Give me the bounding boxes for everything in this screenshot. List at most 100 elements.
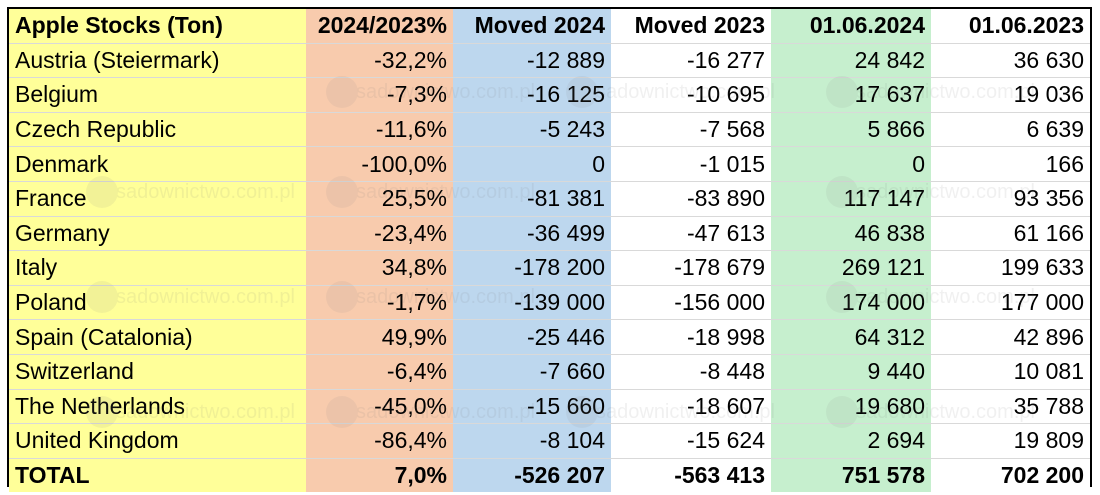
table-row: Denmark -100,0% 0 -1 015 0 166 bbox=[9, 146, 1090, 182]
moved-2024-cell: -8 104 bbox=[453, 423, 611, 459]
country-cell: Belgium bbox=[9, 77, 306, 113]
stock-2023-cell: 19 809 bbox=[931, 423, 1090, 459]
header-moved-2023: Moved 2023 bbox=[611, 9, 771, 44]
moved-2024-cell: -178 200 bbox=[453, 250, 611, 286]
table-body: Austria (Steiermark) -32,2% -12 889 -16 277… bbox=[9, 43, 1090, 493]
apple-stocks-table-frame: Apple Stocks (Ton) 2024/2023% Moved 2024… bbox=[7, 7, 1092, 493]
country-cell: Austria (Steiermark) bbox=[9, 43, 306, 79]
stock-2024-cell: 17 637 bbox=[771, 77, 931, 113]
moved-2024-cell: -81 381 bbox=[453, 181, 611, 217]
stock-2024-cell: 0 bbox=[771, 146, 931, 182]
moved-2023-cell: -18 998 bbox=[611, 319, 771, 355]
country-cell: Switzerland bbox=[9, 354, 306, 390]
country-cell: Poland bbox=[9, 285, 306, 321]
stock-2023-cell: 6 639 bbox=[931, 112, 1090, 148]
table-row: Belgium -7,3% -16 125 -10 695 17 637 19 036 bbox=[9, 77, 1090, 113]
header-country: Apple Stocks (Ton) bbox=[9, 9, 306, 44]
header-stock-2023: 01.06.2023 bbox=[931, 9, 1090, 44]
stock-2024-cell: 174 000 bbox=[771, 285, 931, 321]
stock-2024-cell: 9 440 bbox=[771, 354, 931, 390]
moved-2023-cell: -156 000 bbox=[611, 285, 771, 321]
table-row: Germany -23,4% -36 499 -47 613 46 838 61 166 bbox=[9, 216, 1090, 252]
stock-2023-cell: 93 356 bbox=[931, 181, 1090, 217]
country-cell: Denmark bbox=[9, 146, 306, 182]
header-stock-2024: 01.06.2024 bbox=[771, 9, 931, 44]
total-moved-2024-cell: -526 207 bbox=[453, 458, 611, 493]
change-pct-cell: -45,0% bbox=[306, 389, 453, 425]
change-pct-cell: 34,8% bbox=[306, 250, 453, 286]
stock-2023-cell: 61 166 bbox=[931, 216, 1090, 252]
moved-2023-cell: -47 613 bbox=[611, 216, 771, 252]
change-pct-cell: -23,4% bbox=[306, 216, 453, 252]
moved-2023-cell: -8 448 bbox=[611, 354, 771, 390]
stock-2024-cell: 269 121 bbox=[771, 250, 931, 286]
stock-2024-cell: 24 842 bbox=[771, 43, 931, 79]
stock-2024-cell: 2 694 bbox=[771, 423, 931, 459]
moved-2024-cell: -5 243 bbox=[453, 112, 611, 148]
moved-2024-cell: -15 660 bbox=[453, 389, 611, 425]
table-row: United Kingdom -86,4% -8 104 -15 624 2 694 19… bbox=[9, 423, 1090, 459]
stock-2023-cell: 42 896 bbox=[931, 319, 1090, 355]
moved-2023-cell: -1 015 bbox=[611, 146, 771, 182]
moved-2023-cell: -178 679 bbox=[611, 250, 771, 286]
header-moved-2024: Moved 2024 bbox=[453, 9, 611, 44]
country-cell: The Netherlands bbox=[9, 389, 306, 425]
moved-2024-cell: -16 125 bbox=[453, 77, 611, 113]
stock-2023-cell: 177 000 bbox=[931, 285, 1090, 321]
stock-2023-cell: 10 081 bbox=[931, 354, 1090, 390]
moved-2024-cell: -25 446 bbox=[453, 319, 611, 355]
change-pct-cell: 25,5% bbox=[306, 181, 453, 217]
total-stock-2024-cell: 751 578 bbox=[771, 458, 931, 493]
table-row: The Netherlands -45,0% -15 660 -18 607 19 68… bbox=[9, 389, 1090, 425]
stock-2024-cell: 64 312 bbox=[771, 319, 931, 355]
moved-2023-cell: -83 890 bbox=[611, 181, 771, 217]
stock-2024-cell: 19 680 bbox=[771, 389, 931, 425]
moved-2023-cell: -7 568 bbox=[611, 112, 771, 148]
table-row: Switzerland -6,4% -7 660 -8 448 9 440 10 081 bbox=[9, 354, 1090, 390]
apple-stocks-table: Apple Stocks (Ton) 2024/2023% Moved 2024… bbox=[9, 9, 1090, 493]
table-row: Austria (Steiermark) -32,2% -12 889 -16 277… bbox=[9, 43, 1090, 79]
table-row: France 25,5% -81 381 -83 890 117 147 93 356 bbox=[9, 181, 1090, 217]
total-country-cell: TOTAL bbox=[9, 458, 306, 493]
stock-2023-cell: 199 633 bbox=[931, 250, 1090, 286]
country-cell: Italy bbox=[9, 250, 306, 286]
stock-2024-cell: 117 147 bbox=[771, 181, 931, 217]
country-cell: France bbox=[9, 181, 306, 217]
total-stock-2023-cell: 702 200 bbox=[931, 458, 1090, 493]
moved-2023-cell: -15 624 bbox=[611, 423, 771, 459]
stock-2024-cell: 5 866 bbox=[771, 112, 931, 148]
table-row: Czech Republic -11,6% -5 243 -7 568 5 866 6 6… bbox=[9, 112, 1090, 148]
moved-2024-cell: 0 bbox=[453, 146, 611, 182]
total-change-pct-cell: 7,0% bbox=[306, 458, 453, 493]
moved-2023-cell: -10 695 bbox=[611, 77, 771, 113]
header-row: Apple Stocks (Ton) 2024/2023% Moved 2024… bbox=[9, 9, 1090, 44]
total-moved-2023-cell: -563 413 bbox=[611, 458, 771, 493]
change-pct-cell: 49,9% bbox=[306, 319, 453, 355]
stock-2023-cell: 19 036 bbox=[931, 77, 1090, 113]
header-change-pct: 2024/2023% bbox=[306, 9, 453, 44]
change-pct-cell: -7,3% bbox=[306, 77, 453, 113]
stock-2023-cell: 166 bbox=[931, 146, 1090, 182]
moved-2024-cell: -7 660 bbox=[453, 354, 611, 390]
change-pct-cell: -6,4% bbox=[306, 354, 453, 390]
change-pct-cell: -32,2% bbox=[306, 43, 453, 79]
country-cell: Czech Republic bbox=[9, 112, 306, 148]
moved-2024-cell: -139 000 bbox=[453, 285, 611, 321]
total-row: TOTAL 7,0% -526 207 -563 413 751 578 702 200 bbox=[9, 458, 1090, 493]
moved-2024-cell: -12 889 bbox=[453, 43, 611, 79]
change-pct-cell: -86,4% bbox=[306, 423, 453, 459]
table-row: Spain (Catalonia) 49,9% -25 446 -18 998 64 3… bbox=[9, 319, 1090, 355]
stock-2023-cell: 35 788 bbox=[931, 389, 1090, 425]
table-row: Poland -1,7% -139 000 -156 000 174 000 177 00… bbox=[9, 285, 1090, 321]
table-row: Italy 34,8% -178 200 -178 679 269 121 199 633 bbox=[9, 250, 1090, 286]
moved-2023-cell: -16 277 bbox=[611, 43, 771, 79]
moved-2024-cell: -36 499 bbox=[453, 216, 611, 252]
change-pct-cell: -100,0% bbox=[306, 146, 453, 182]
stock-2024-cell: 46 838 bbox=[771, 216, 931, 252]
stock-2023-cell: 36 630 bbox=[931, 43, 1090, 79]
country-cell: United Kingdom bbox=[9, 423, 306, 459]
country-cell: Spain (Catalonia) bbox=[9, 319, 306, 355]
moved-2023-cell: -18 607 bbox=[611, 389, 771, 425]
change-pct-cell: -1,7% bbox=[306, 285, 453, 321]
change-pct-cell: -11,6% bbox=[306, 112, 453, 148]
